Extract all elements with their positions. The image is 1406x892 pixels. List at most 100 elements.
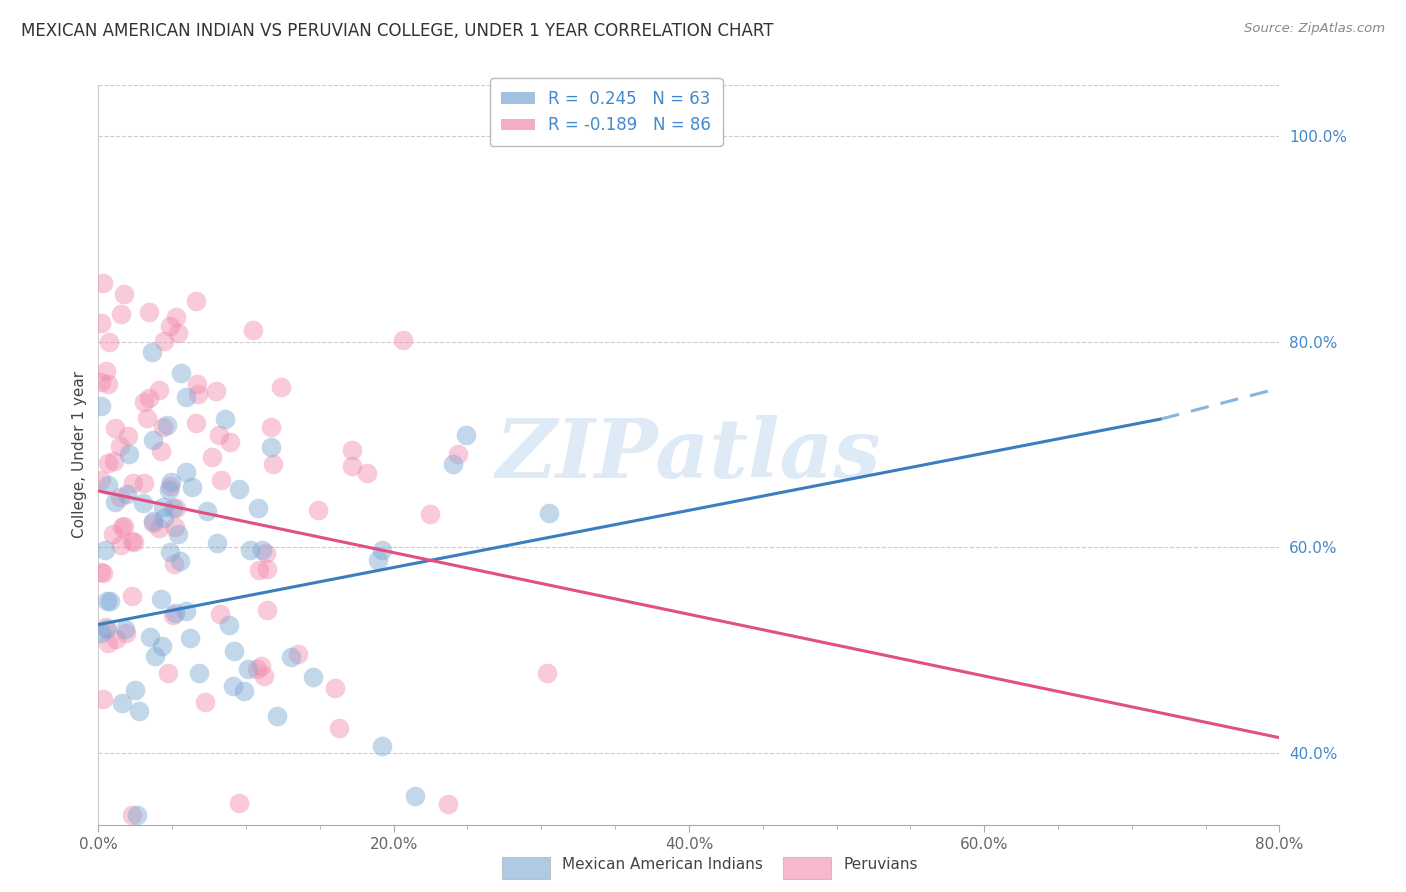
- Point: [219, 435, 242, 450]
- Point: [121, 590, 143, 604]
- Point: [441, 457, 464, 471]
- Point: [90, 375, 112, 389]
- Point: [187, 387, 209, 401]
- Point: [124, 534, 146, 549]
- Point: [201, 450, 224, 464]
- Point: [186, 376, 208, 391]
- Point: [174, 604, 197, 618]
- Point: [419, 507, 441, 521]
- Point: [208, 428, 231, 442]
- Point: [249, 563, 271, 577]
- Point: [142, 514, 165, 528]
- Point: [256, 562, 278, 576]
- Point: [150, 639, 173, 653]
- FancyBboxPatch shape: [502, 857, 550, 879]
- Point: [187, 665, 209, 680]
- Point: [238, 662, 260, 676]
- Point: [148, 383, 170, 397]
- Point: [97, 377, 120, 392]
- Point: [121, 807, 143, 822]
- Point: [104, 495, 127, 509]
- Point: [90, 316, 112, 330]
- Point: [371, 739, 394, 754]
- Point: [174, 390, 197, 404]
- Point: [447, 447, 470, 461]
- Point: [125, 807, 148, 822]
- Point: [167, 527, 190, 541]
- Point: [159, 479, 181, 493]
- Point: [159, 544, 181, 558]
- Point: [142, 434, 165, 448]
- Point: [340, 443, 363, 458]
- Point: [162, 607, 184, 622]
- Point: [246, 662, 269, 676]
- Point: [153, 334, 176, 348]
- Point: [163, 519, 186, 533]
- Point: [138, 304, 160, 318]
- Point: [254, 546, 277, 560]
- Point: [111, 520, 134, 534]
- Point: [204, 384, 226, 399]
- Point: [142, 516, 165, 530]
- Text: MEXICAN AMERICAN INDIAN VS PERUVIAN COLLEGE, UNDER 1 YEAR CORRELATION CHART: MEXICAN AMERICAN INDIAN VS PERUVIAN COLL…: [21, 22, 773, 40]
- Point: [111, 696, 134, 710]
- Point: [218, 618, 240, 632]
- Text: Peruvians: Peruvians: [844, 857, 918, 872]
- Point: [207, 536, 229, 550]
- Point: [132, 475, 155, 490]
- Text: Mexican American Indians: Mexican American Indians: [562, 857, 763, 872]
- Point: [287, 647, 309, 661]
- Point: [222, 679, 245, 693]
- Point: [103, 453, 125, 467]
- Point: [160, 475, 183, 489]
- Point: [148, 521, 170, 535]
- Point: [128, 704, 150, 718]
- Point: [159, 318, 181, 333]
- Point: [228, 483, 250, 497]
- Legend: R =  0.245   N = 63, R = -0.189   N = 86: R = 0.245 N = 63, R = -0.189 N = 86: [489, 78, 723, 146]
- Point: [250, 658, 273, 673]
- Point: [143, 648, 166, 663]
- Point: [325, 681, 347, 696]
- Point: [195, 504, 218, 518]
- Point: [118, 447, 141, 461]
- Point: [184, 416, 207, 430]
- Point: [302, 670, 325, 684]
- Point: [159, 483, 181, 497]
- Point: [181, 480, 204, 494]
- Point: [98, 334, 121, 349]
- Point: [162, 500, 184, 515]
- Point: [152, 500, 174, 515]
- Point: [138, 391, 160, 405]
- Point: [340, 458, 363, 473]
- Point: [253, 669, 276, 683]
- Point: [97, 457, 120, 471]
- Point: [256, 603, 278, 617]
- Point: [328, 721, 350, 735]
- Point: [228, 796, 250, 810]
- Point: [260, 419, 283, 434]
- Point: [454, 428, 477, 442]
- Point: [536, 665, 558, 680]
- Point: [110, 307, 132, 321]
- Point: [165, 500, 187, 515]
- Point: [96, 594, 118, 608]
- Point: [139, 630, 162, 644]
- Point: [150, 591, 173, 606]
- Point: [356, 466, 378, 480]
- Point: [104, 421, 127, 435]
- Point: [186, 294, 208, 309]
- Point: [110, 439, 132, 453]
- Point: [124, 683, 146, 698]
- Point: [110, 490, 132, 504]
- Point: [121, 533, 143, 548]
- Point: [252, 542, 274, 557]
- Point: [367, 553, 389, 567]
- Point: [179, 631, 201, 645]
- Point: [91, 277, 114, 291]
- Point: [91, 566, 114, 580]
- Point: [105, 632, 128, 646]
- Point: [233, 683, 256, 698]
- FancyBboxPatch shape: [783, 857, 831, 879]
- Point: [91, 692, 114, 706]
